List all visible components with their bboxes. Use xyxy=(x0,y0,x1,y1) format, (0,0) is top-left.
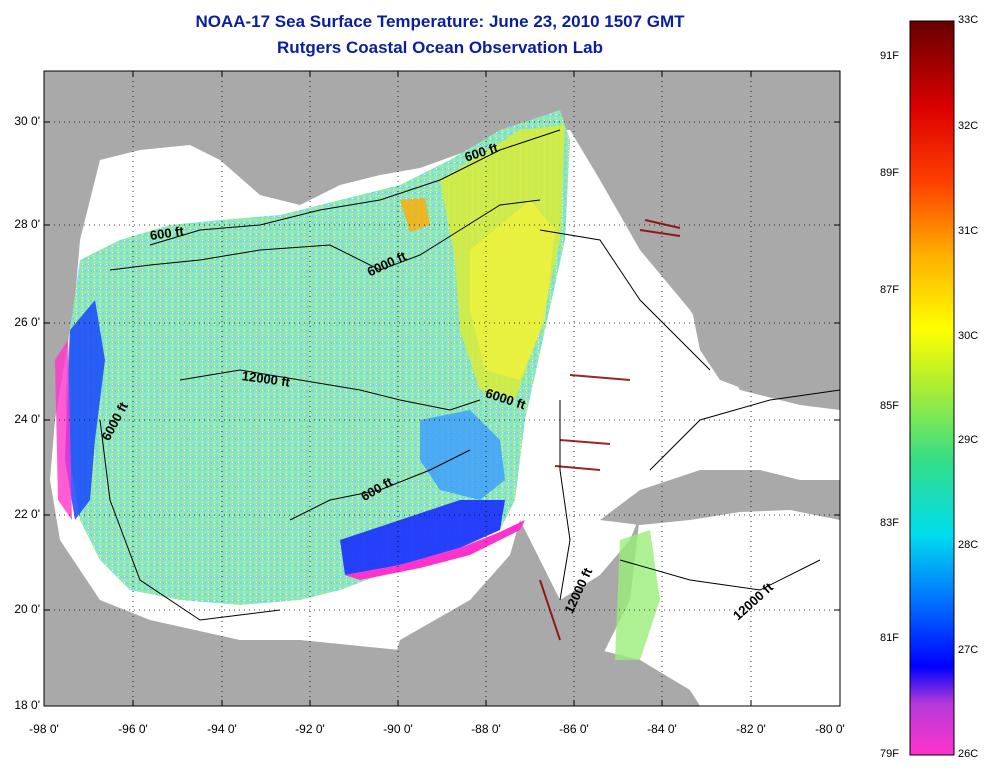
yucatan-land xyxy=(380,515,640,706)
sst-cool-campeche xyxy=(340,500,505,575)
map-title: NOAA-17 Sea Surface Temperature: June 23… xyxy=(195,12,685,31)
sst-pink-west xyxy=(55,340,72,520)
lon-tick-86: -86 0' xyxy=(559,722,589,736)
lon-tick-88: -88 0' xyxy=(471,722,501,736)
sst-magenta-rim xyxy=(345,520,525,580)
map-gridlines xyxy=(44,71,840,706)
temperature-colorbar xyxy=(909,20,955,756)
colorbar-label-87f: 87F xyxy=(880,284,899,296)
colorbar-label-83f: 83F xyxy=(880,517,899,529)
colorbar-label-91f: 91F xyxy=(880,50,899,62)
lon-tick-92: -92 0' xyxy=(295,722,325,736)
sst-cool-coast xyxy=(65,300,105,520)
sst-yellow-core xyxy=(470,200,555,380)
florida-land xyxy=(600,85,840,395)
lat-tick-30: 30 0' xyxy=(14,114,40,128)
colorbar-label-30c: 30C xyxy=(958,330,979,342)
colorbar-label-32c: 32C xyxy=(958,120,979,132)
lat-tick-18: 18 0' xyxy=(14,698,40,712)
lat-tick-20: 20 0' xyxy=(14,602,40,616)
colorbar-label-31c: 31C xyxy=(958,225,979,237)
lat-tick-28: 28 0' xyxy=(14,217,40,231)
sst-orange-patch xyxy=(400,198,430,232)
colorbar-label-27c: 27C xyxy=(958,644,979,656)
lon-tick-94: -94 0' xyxy=(207,722,237,736)
sst-red-streaks xyxy=(539,219,681,641)
lat-tick-22: 22 0' xyxy=(14,507,40,521)
cuba-land xyxy=(600,470,840,525)
map-axes xyxy=(43,70,841,707)
map-subtitle: Rutgers Coastal Ocean Observation Lab xyxy=(277,38,603,57)
colorbar-label-33c: 33C xyxy=(958,14,979,26)
lon-tick-98: -98 0' xyxy=(29,722,59,736)
sst-caribbean-strip xyxy=(615,530,660,660)
lat-tick-24: 24 0' xyxy=(14,412,40,426)
colorbar-label-28c: 28C xyxy=(958,539,979,551)
colorbar-label-89f: 89F xyxy=(880,167,899,179)
lon-tick-96: -96 0' xyxy=(118,722,148,736)
lon-tick-84: -84 0' xyxy=(647,722,677,736)
lat-tick-26: 26 0' xyxy=(14,315,40,329)
colorbar-label-81f: 81F xyxy=(880,632,899,644)
sst-loop-current xyxy=(420,410,505,500)
map-frame xyxy=(44,71,841,706)
colorbar-label-29c: 29C xyxy=(958,434,979,446)
colorbar-label-85f: 85F xyxy=(880,400,899,412)
colorbar-label-26c: 26C xyxy=(958,748,979,760)
lon-tick-90: -90 0' xyxy=(383,722,413,736)
bathymetry-contours xyxy=(99,129,841,621)
colorbar-label-79f: 79F xyxy=(880,748,899,760)
lon-tick-82: -82 0' xyxy=(736,722,766,736)
lon-tick-80: -80 0' xyxy=(815,722,845,736)
